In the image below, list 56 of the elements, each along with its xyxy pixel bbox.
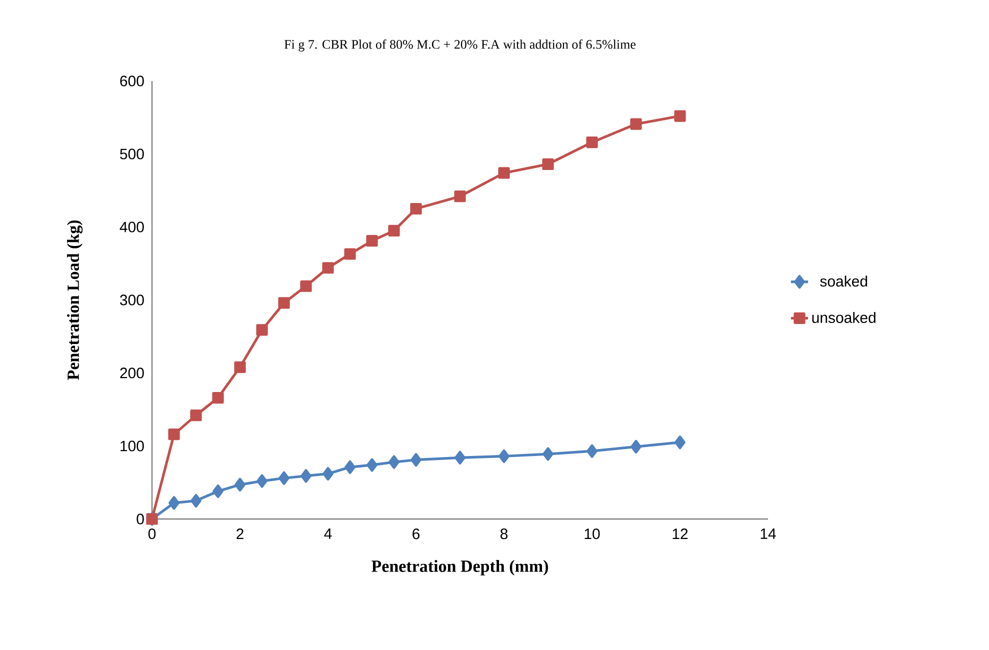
point <box>586 444 598 458</box>
point <box>322 262 334 274</box>
point <box>190 494 202 508</box>
x-tick-label: 12 <box>672 528 688 539</box>
point <box>498 167 510 179</box>
chart-title: Fi g 7. CBR Plot of 80% M.C + 20% F.A with addtion of 6.5%lime <box>284 39 636 52</box>
point <box>454 190 466 202</box>
point <box>300 280 312 292</box>
point <box>278 471 290 485</box>
y-tick-label: 600 <box>120 76 144 86</box>
point <box>410 202 422 215</box>
point <box>388 455 400 469</box>
y-tick-label: 400 <box>120 222 144 232</box>
x-axis-title: Penetration Depth (mm) <box>372 560 548 576</box>
x-tick-label: 10 <box>584 528 600 540</box>
x-tick-label: 4 <box>324 528 332 539</box>
x-tick-label: 8 <box>500 528 508 540</box>
point <box>168 428 180 440</box>
legend-label: soaked <box>820 276 868 287</box>
y-tick-label: 500 <box>120 148 144 160</box>
point <box>542 158 554 170</box>
y-tick-label: 200 <box>120 368 144 378</box>
point <box>366 235 378 247</box>
point <box>498 449 510 464</box>
y-tick-label: 300 <box>120 294 144 306</box>
x-tick-label: 14 <box>760 528 776 539</box>
point <box>212 392 224 404</box>
point <box>344 460 356 474</box>
x-tick-label: 2 <box>236 528 244 539</box>
point <box>674 436 686 450</box>
point <box>388 224 400 236</box>
point <box>586 136 598 148</box>
point <box>256 324 268 336</box>
point <box>410 453 422 467</box>
point <box>542 447 554 461</box>
point <box>366 458 378 472</box>
point <box>344 248 356 260</box>
point <box>674 110 686 122</box>
y-tick-label: 0 <box>136 514 144 524</box>
point <box>212 484 224 498</box>
point <box>454 450 466 464</box>
y-axis-title: Penetration Load (kg) <box>67 220 83 380</box>
point <box>234 361 246 373</box>
point <box>630 440 642 454</box>
point <box>234 478 246 492</box>
x-tick-label: 0 <box>148 528 156 540</box>
point <box>322 466 334 481</box>
point <box>168 496 180 510</box>
point <box>256 474 268 488</box>
point <box>190 410 202 422</box>
point <box>300 469 312 483</box>
point <box>630 118 642 130</box>
y-tick-label: 100 <box>120 440 144 452</box>
point <box>278 297 290 309</box>
legend-label: unsoaked <box>812 312 876 323</box>
x-tick-label: 6 <box>412 528 420 540</box>
